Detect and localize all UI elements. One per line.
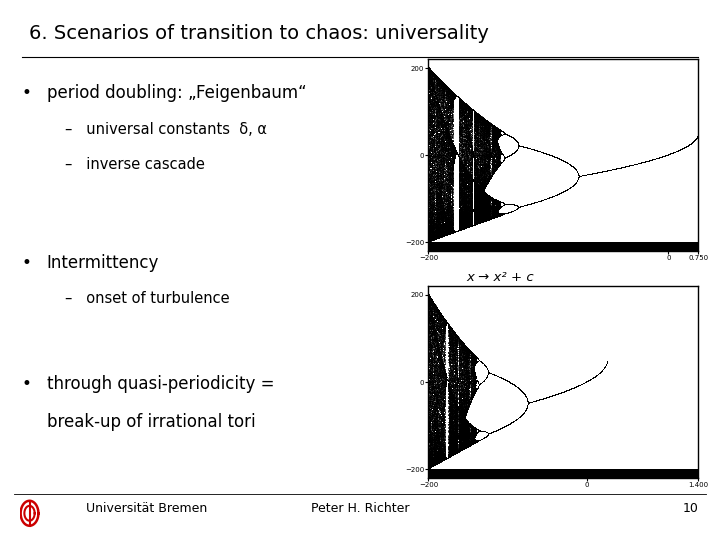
Text: •: • (22, 254, 32, 272)
Text: x → x² + c: x → x² + c (467, 271, 534, 284)
Bar (428, 242, 698, 251)
Text: through quasi-periodicity =: through quasi-periodicity = (47, 375, 274, 393)
Text: –   onset of turbulence: – onset of turbulence (65, 291, 230, 306)
Text: period doubling: „Feigenbaum“: period doubling: „Feigenbaum“ (47, 84, 307, 102)
Text: •: • (22, 84, 32, 102)
Text: Intermittency: Intermittency (47, 254, 159, 272)
Text: 10: 10 (683, 502, 698, 515)
Text: •: • (22, 375, 32, 393)
Text: –   inverse cascade: – inverse cascade (65, 157, 204, 172)
Text: Universität Bremen: Universität Bremen (86, 502, 207, 515)
Text: break-up of irrational tori: break-up of irrational tori (47, 413, 256, 431)
Text: –   universal constants  δ, α: – universal constants δ, α (65, 122, 267, 137)
Text: Peter H. Richter: Peter H. Richter (311, 502, 409, 515)
Bar (428, 469, 698, 478)
Text: 6. Scenarios of transition to chaos: universality: 6. Scenarios of transition to chaos: uni… (29, 24, 489, 43)
